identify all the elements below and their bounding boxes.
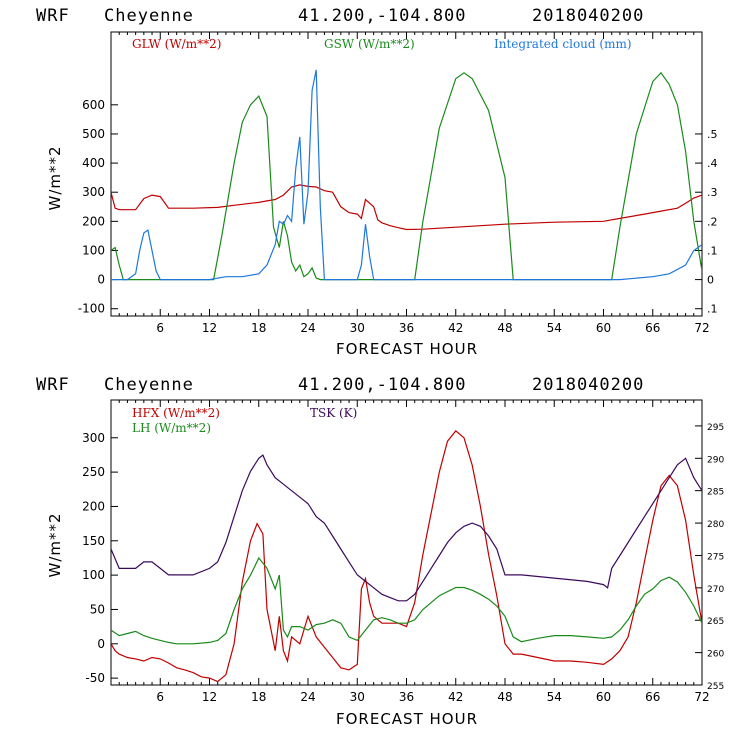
- radiation-y2tick-label: .4: [707, 157, 718, 170]
- flux-ytick-label: -50: [85, 671, 105, 685]
- radiation-xtick-label: 60: [596, 321, 611, 335]
- flux-series-0: [111, 430, 702, 683]
- radiation-y2tick-label: .1: [707, 303, 718, 316]
- radiation-chart: 6 12 18 24 30 36 42 48 54 60 66 72 -100 0 100 200 300 400…: [46, 31, 718, 358]
- flux-ytick-label: 100: [82, 568, 105, 582]
- flux-xtick-label: 72: [694, 690, 709, 704]
- flux-xtick-label: 36: [399, 690, 414, 704]
- radiation-axes: 6 12 18 24 30 36 42 48 54 60 66 72 -100 0 100 200 300 400…: [78, 32, 718, 335]
- flux-axes: 6 12 18 24 30 36 42 48 54 60 66 72 -50 0 50 100 150 200 25…: [82, 400, 724, 704]
- radiation-ytick-label: 200: [82, 214, 105, 228]
- flux-y2tick-label: 280: [707, 520, 724, 530]
- legend-glw: GLW (W/m**2): [132, 37, 221, 51]
- flux-xtick-label: 54: [547, 690, 562, 704]
- radiation-xtick-label: 30: [350, 321, 365, 335]
- radiation-plot-frame: [110, 31, 703, 317]
- radiation-xtick-label: 66: [645, 321, 660, 335]
- top-header-model: WRF: [36, 6, 70, 26]
- flux-xlabel: FORECAST HOUR: [336, 710, 478, 728]
- flux-xtick-label: 18: [251, 690, 266, 704]
- flux-xtick-label: 60: [596, 690, 611, 704]
- radiation-xtick-label: 36: [399, 321, 414, 335]
- bottom-header: WRF Cheyenne 41.200,-104.800 2018040200: [36, 375, 644, 395]
- top-header-station: Cheyenne: [104, 6, 194, 26]
- flux-y2tick-label: 260: [707, 650, 724, 660]
- top-header: WRF Cheyenne 41.200,-104.800 2018040200: [36, 6, 644, 26]
- flux-xtick-label: 30: [350, 690, 365, 704]
- top-header-init: 2018040200: [532, 6, 644, 26]
- bottom-header-init: 2018040200: [532, 375, 644, 395]
- flux-ytick-label: 300: [82, 431, 105, 445]
- radiation-xlabel: FORECAST HOUR: [336, 340, 478, 358]
- radiation-xtick-label: 6: [156, 321, 164, 335]
- radiation-y2tick-label: .5: [707, 128, 718, 141]
- flux-y2tick-label: 275: [707, 552, 724, 562]
- flux-xtick-label: 66: [645, 690, 660, 704]
- radiation-y2tick-label: .3: [707, 186, 718, 199]
- legend-cloud: Integrated cloud (mm): [494, 37, 632, 51]
- radiation-xtick-label: 54: [547, 321, 562, 335]
- flux-xtick-label: 6: [156, 690, 164, 704]
- radiation-series-2: [111, 69, 702, 281]
- flux-ytick-label: 150: [82, 534, 105, 548]
- flux-ylabel: W/m**2: [46, 512, 64, 577]
- legend-gsw: GSW (W/m**2): [324, 37, 415, 51]
- flux-series-1: [111, 556, 702, 645]
- flux-y2tick-label: 285: [707, 488, 724, 498]
- flux-ytick-label: 200: [82, 499, 105, 513]
- radiation-xtick-label: 18: [251, 321, 266, 335]
- radiation-ytick-label: 300: [82, 185, 105, 199]
- radiation-xtick-label: 48: [497, 321, 512, 335]
- top-header-coords: 41.200,-104.800: [298, 6, 467, 26]
- bottom-header-model: WRF: [36, 375, 70, 395]
- flux-plot-frame: [110, 399, 703, 686]
- flux-xtick-label: 12: [202, 690, 217, 704]
- flux-ytick-label: 0: [97, 637, 105, 651]
- flux-xtick-label: 24: [300, 690, 315, 704]
- flux-y2tick-label: 255: [707, 682, 724, 692]
- radiation-y2tick-label: 0: [707, 274, 714, 287]
- radiation-ytick-label: 0: [97, 273, 105, 287]
- radiation-ytick-label: 600: [82, 98, 105, 112]
- flux-y2tick-label: 265: [707, 617, 724, 627]
- flux-ytick-label: 250: [82, 465, 105, 479]
- flux-xtick-label: 48: [497, 690, 512, 704]
- radiation-y2tick-label: .2: [707, 215, 718, 228]
- legend-tsk: TSK (K): [310, 406, 357, 420]
- radiation-series-0: [111, 184, 702, 231]
- flux-y2tick-label: 290: [707, 455, 724, 465]
- flux-series: [111, 430, 702, 683]
- radiation-xtick-label: 72: [694, 321, 709, 335]
- radiation-y2tick-label: .1: [707, 244, 718, 257]
- radiation-ytick-label: 500: [82, 127, 105, 141]
- legend-lh: LH (W/m**2): [132, 421, 211, 435]
- flux-y2tick-label: 270: [707, 585, 724, 595]
- flux-xtick-label: 42: [448, 690, 463, 704]
- radiation-ytick-label: 400: [82, 156, 105, 170]
- legend-hfx: HFX (W/m**2): [132, 406, 220, 420]
- bottom-header-station: Cheyenne: [104, 375, 194, 395]
- radiation-xtick-label: 42: [448, 321, 463, 335]
- radiation-ytick-label: -100: [78, 302, 105, 316]
- radiation-xtick-label: 12: [202, 321, 217, 335]
- radiation-xtick-label: 24: [300, 321, 315, 335]
- flux-y2tick-label: 295: [707, 423, 724, 433]
- radiation-ylabel: W/m**2: [46, 145, 64, 210]
- flux-ytick-label: 50: [90, 602, 105, 616]
- radiation-ytick-label: 100: [82, 243, 105, 257]
- flux-series-2: [111, 454, 702, 602]
- bottom-header-coords: 41.200,-104.800: [298, 375, 467, 395]
- radiation-series: [111, 69, 702, 281]
- flux-chart: 6 12 18 24 30 36 42 48 54 60 66 72 -50 0 50 100 150 200 25…: [46, 399, 724, 728]
- radiation-series-1: [111, 71, 702, 281]
